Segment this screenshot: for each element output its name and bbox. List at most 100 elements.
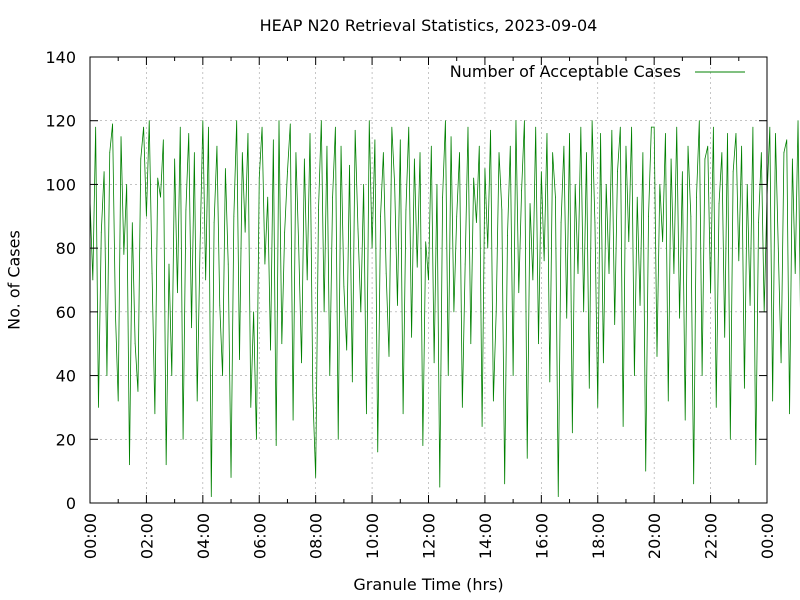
data-point <box>456 215 458 217</box>
data-point <box>416 266 418 268</box>
data-point <box>368 120 370 122</box>
data-point <box>216 145 218 147</box>
data-point <box>275 445 277 447</box>
data-point <box>430 145 432 147</box>
chart-title: HEAP N20 Retrieval Statistics, 2023-09-0… <box>259 16 598 35</box>
data-point <box>445 120 446 122</box>
data-point <box>346 349 348 351</box>
data-point <box>557 496 559 498</box>
data-point <box>151 273 153 275</box>
data-point <box>309 133 311 134</box>
data-point <box>244 231 246 233</box>
data-point <box>684 419 686 421</box>
data-point <box>789 413 790 415</box>
data-point <box>690 215 692 217</box>
data-point <box>600 133 601 134</box>
data-point <box>721 152 723 153</box>
data-point <box>622 426 624 427</box>
data-point <box>605 184 607 185</box>
data-point <box>467 126 469 128</box>
data-point <box>450 136 452 138</box>
data-point <box>357 228 359 230</box>
data-point <box>563 145 565 147</box>
data-point <box>148 120 150 122</box>
grid-layer <box>90 57 767 503</box>
x-tick-label: 20:00 <box>645 513 664 559</box>
data-point <box>529 203 531 204</box>
data-point <box>566 317 568 319</box>
data-point <box>495 311 497 313</box>
data-point <box>160 196 161 198</box>
data-point <box>303 158 305 160</box>
data-point <box>667 400 669 402</box>
data-point <box>199 247 201 249</box>
data-point <box>509 145 511 147</box>
data-point <box>171 375 173 376</box>
data-point <box>518 292 520 294</box>
data-point <box>515 120 517 122</box>
data-point <box>318 209 319 211</box>
data-point <box>222 375 223 376</box>
data-point <box>478 145 480 147</box>
data-point <box>543 260 545 262</box>
data-point <box>210 496 212 498</box>
data-point <box>628 241 630 243</box>
data-point <box>577 273 579 275</box>
data-point <box>665 133 666 134</box>
data-point <box>746 184 748 185</box>
data-point <box>129 464 130 466</box>
data-point <box>560 222 562 224</box>
data-point <box>343 285 345 287</box>
data-point <box>476 222 477 224</box>
data-point <box>608 273 610 275</box>
data-point <box>103 171 105 173</box>
data-point <box>289 123 291 125</box>
x-axis-title: Granule Time (hrs) <box>353 575 504 594</box>
data-point <box>374 139 376 141</box>
data-point <box>484 168 486 169</box>
data-point <box>636 196 638 198</box>
data-point <box>323 311 325 313</box>
data-point <box>168 263 170 265</box>
y-tick-label: 0 <box>66 494 76 513</box>
data-point <box>673 273 675 275</box>
data-point <box>538 343 539 345</box>
data-point <box>512 375 514 376</box>
data-point <box>388 356 390 357</box>
y-tick-label: 20 <box>56 430 76 449</box>
data-point <box>459 152 460 153</box>
data-point <box>377 451 379 453</box>
data-point <box>264 263 266 265</box>
data-point <box>780 362 782 364</box>
data-point <box>98 407 99 408</box>
x-tick-label: 08:00 <box>307 513 326 559</box>
data-point <box>213 222 215 224</box>
data-point <box>752 126 754 128</box>
data-point <box>442 196 443 198</box>
data-point <box>470 343 472 345</box>
data-point <box>272 139 274 141</box>
data-point <box>422 445 424 447</box>
legend-label: Number of Acceptable Cases <box>450 62 681 81</box>
data-point <box>492 400 494 402</box>
data-point <box>645 470 647 472</box>
data-point <box>433 362 435 364</box>
data-point <box>114 311 116 313</box>
series-points <box>89 120 799 498</box>
data-point <box>157 177 159 179</box>
data-point <box>634 375 635 376</box>
data-point <box>256 438 257 440</box>
data-point <box>473 177 475 179</box>
data-point <box>791 158 793 160</box>
data-point <box>165 464 167 466</box>
data-point <box>126 184 128 185</box>
data-point <box>247 133 249 134</box>
data-point <box>287 171 288 173</box>
data-point <box>679 317 680 319</box>
data-point <box>241 152 243 153</box>
data-point <box>619 126 621 128</box>
data-point <box>704 158 706 160</box>
data-point <box>109 152 111 153</box>
data-point <box>239 359 240 361</box>
